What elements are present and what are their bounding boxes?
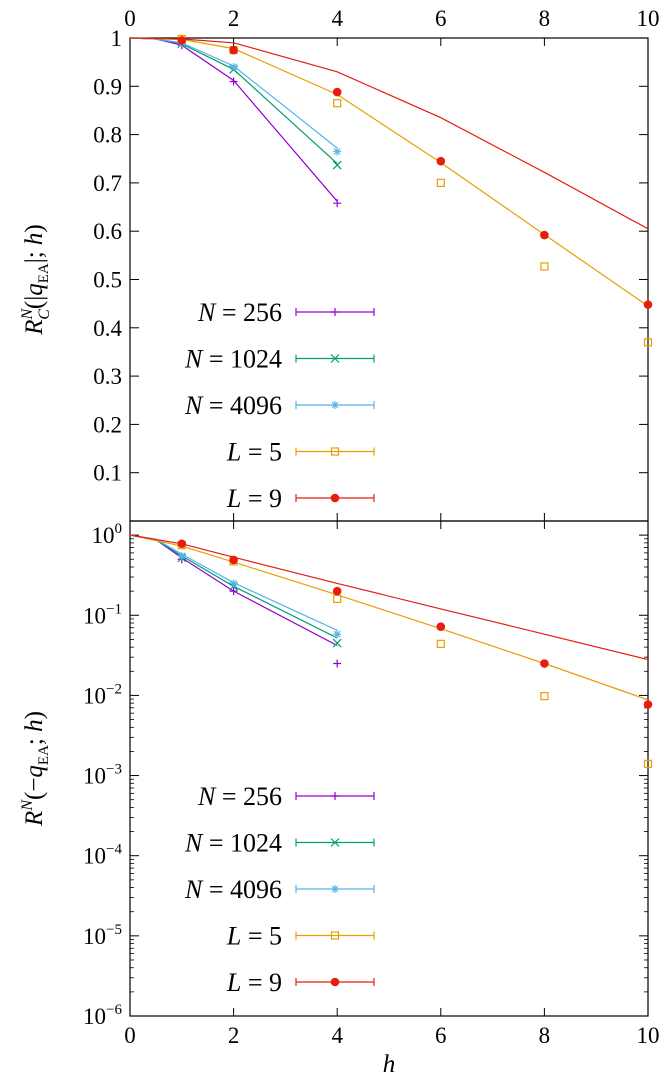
legend-label-1: N = 1024 bbox=[184, 829, 282, 858]
data-point-2 bbox=[229, 62, 238, 71]
legend-marker-0 bbox=[331, 308, 339, 316]
plot-frame bbox=[129, 520, 649, 1017]
y-tick-label: 0.1 bbox=[93, 461, 122, 486]
legend-marker-1 bbox=[330, 354, 340, 363]
data-point-1 bbox=[332, 638, 342, 648]
legend-marker-0 bbox=[331, 792, 339, 800]
legend-marker-3 bbox=[330, 447, 340, 456]
y-axis-label: RN(−qEA; h) bbox=[19, 711, 52, 827]
data-point-2 bbox=[333, 147, 342, 156]
data-point-1 bbox=[332, 160, 342, 170]
y-tick-label: 0.5 bbox=[93, 268, 122, 293]
legend-label-0: N = 256 bbox=[197, 298, 282, 327]
x-tick-label-top: 8 bbox=[539, 6, 551, 31]
data-point-4 bbox=[177, 36, 187, 45]
x-tick-label: 6 bbox=[435, 1023, 447, 1048]
data-point-4 bbox=[177, 539, 187, 549]
data-point-4 bbox=[643, 300, 653, 309]
data-point-4 bbox=[229, 555, 238, 565]
y-tick-label: 0.7 bbox=[93, 171, 122, 196]
bottom-panel: 0 2 4 6 8 10 100 10−1 10−2 10−3 10−4 10−5 10−6 N = 25… bbox=[19, 520, 660, 1078]
data-point-2 bbox=[177, 551, 186, 560]
y-tick-label: 0.4 bbox=[93, 316, 122, 341]
data-point-0 bbox=[229, 587, 238, 596]
y-tick-label: 10−1 bbox=[83, 601, 122, 628]
data-point-3 bbox=[436, 178, 445, 187]
y-tick-label: 0.8 bbox=[93, 123, 122, 148]
data-point-4 bbox=[540, 659, 549, 668]
y-tick-label: 0.6 bbox=[93, 219, 122, 244]
data-point-3 bbox=[643, 759, 653, 768]
x-tick-label: 8 bbox=[539, 1023, 551, 1048]
data-point-0 bbox=[333, 199, 342, 208]
y-axis-label: RNC(|qEA|; h) bbox=[19, 224, 53, 336]
data-point-3 bbox=[540, 692, 549, 701]
legend-label-1: N = 1024 bbox=[184, 345, 282, 374]
y-tick-label: 0.3 bbox=[93, 364, 122, 389]
y-tick-label: 0.2 bbox=[93, 412, 122, 437]
legend-marker-3 bbox=[330, 931, 340, 940]
data-point-4 bbox=[436, 622, 446, 631]
x-tick-label: 2 bbox=[228, 1023, 240, 1048]
x-tick-label: 10 bbox=[637, 1023, 660, 1048]
legend-label-3: L = 5 bbox=[226, 922, 282, 951]
data-point-3 bbox=[540, 262, 549, 271]
y-tick-label: 10−5 bbox=[83, 922, 122, 949]
x-tick-label-top: 10 bbox=[637, 6, 660, 31]
plot-frame bbox=[129, 37, 649, 522]
data-point-4 bbox=[332, 586, 342, 596]
x-tick-label: 0 bbox=[124, 1023, 136, 1048]
top-panel: 0 2 4 6 8 10 0.1 0.2 0.3 0.4 0.5 0.6 0.7 0.8 0.9 1 N = 2… bbox=[19, 6, 660, 522]
data-point-3 bbox=[333, 594, 342, 604]
data-point-4 bbox=[540, 230, 549, 240]
y-tick-label: 10−3 bbox=[83, 762, 122, 789]
series-line-4 bbox=[129, 37, 649, 230]
y-tick-label: 10−2 bbox=[83, 681, 122, 708]
x-axis-label: h bbox=[383, 1051, 396, 1078]
x-tick-label: 4 bbox=[331, 1023, 343, 1048]
x-tick-label-top: 0 bbox=[124, 6, 136, 31]
data-point-0 bbox=[333, 659, 342, 668]
y-tick-label: 0.9 bbox=[93, 74, 122, 99]
legend-label-3: L = 5 bbox=[226, 438, 282, 467]
legend-marker-1 bbox=[330, 838, 340, 847]
y-tick-label: 1 bbox=[111, 26, 123, 51]
data-point-4 bbox=[332, 87, 342, 97]
legend-label-2: N = 4096 bbox=[184, 391, 282, 420]
data-point-3 bbox=[333, 99, 342, 108]
legend-marker-4 bbox=[330, 493, 340, 503]
data-point-4 bbox=[643, 700, 653, 709]
x-tick-label-top: 6 bbox=[435, 6, 447, 31]
series-line-3 bbox=[129, 37, 649, 307]
legend-marker-2 bbox=[331, 885, 339, 893]
y-tick-label: 10−6 bbox=[83, 1002, 122, 1029]
data-point-4 bbox=[436, 156, 446, 166]
series-line-1 bbox=[129, 37, 338, 165]
legend-marker-2 bbox=[331, 401, 339, 409]
data-point-3 bbox=[643, 338, 653, 347]
legend-label-4: L = 9 bbox=[226, 484, 282, 513]
data-point-4 bbox=[229, 45, 238, 55]
series-line-2 bbox=[129, 37, 338, 149]
legend-label-0: N = 256 bbox=[197, 782, 282, 811]
data-point-3 bbox=[436, 639, 445, 648]
legend-label-4: L = 9 bbox=[226, 968, 282, 997]
legend-marker-4 bbox=[330, 977, 340, 987]
data-point-0 bbox=[229, 77, 238, 86]
y-tick-label: 10−4 bbox=[83, 842, 122, 869]
y-tick-label: 100 bbox=[92, 521, 123, 548]
x-tick-label-top: 2 bbox=[228, 6, 240, 31]
data-point-2 bbox=[229, 579, 238, 588]
legend-label-2: N = 4096 bbox=[184, 875, 282, 904]
data-point-2 bbox=[333, 630, 342, 639]
x-tick-label-top: 4 bbox=[331, 6, 343, 31]
series-line-3 bbox=[129, 534, 649, 701]
